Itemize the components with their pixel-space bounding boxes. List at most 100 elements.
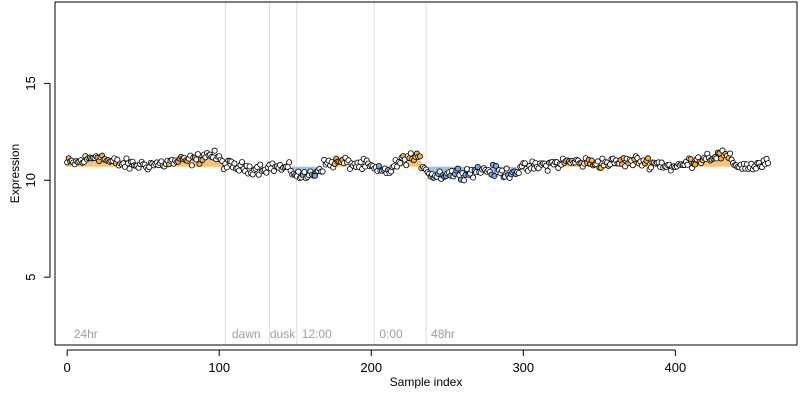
low-band-segment bbox=[441, 166, 444, 175]
data-point bbox=[397, 160, 404, 167]
y-tick-label: 5 bbox=[23, 274, 38, 281]
high-band-segment bbox=[216, 158, 219, 167]
low-band-segment bbox=[444, 166, 447, 174]
high-band-segment bbox=[634, 161, 637, 167]
data-point bbox=[239, 159, 246, 166]
data-point bbox=[727, 150, 734, 157]
high-band-segment bbox=[406, 157, 409, 167]
data-point bbox=[301, 169, 308, 176]
x-tick-label: 100 bbox=[208, 360, 230, 375]
data-point bbox=[491, 172, 498, 179]
low-band-segment bbox=[514, 166, 517, 171]
x-tick-label: 0 bbox=[64, 360, 71, 375]
high-band-segment bbox=[92, 157, 95, 167]
high-band-segment bbox=[648, 162, 651, 167]
data-point bbox=[454, 165, 461, 172]
data-point bbox=[644, 155, 651, 162]
high-band-segment bbox=[717, 155, 719, 167]
data-point bbox=[629, 162, 636, 169]
data-point bbox=[594, 158, 601, 165]
high-band-segment bbox=[89, 158, 91, 167]
high-band-segment bbox=[93, 156, 96, 167]
data-point bbox=[521, 160, 528, 167]
low-band-segment bbox=[490, 166, 493, 171]
low-band-segment bbox=[492, 166, 494, 172]
high-band-segment bbox=[212, 156, 215, 167]
low-band-segment bbox=[508, 166, 511, 173]
high-band-segment bbox=[207, 154, 210, 167]
x-tick-label: 300 bbox=[512, 360, 534, 375]
y-axis-title: Expression bbox=[8, 144, 22, 203]
data-point bbox=[765, 160, 772, 167]
data-point bbox=[515, 170, 522, 177]
time-annotation: 24hr bbox=[74, 327, 98, 341]
high-band-segment bbox=[689, 161, 692, 167]
data-point bbox=[286, 159, 293, 166]
low-band-segment bbox=[431, 166, 434, 176]
high-band-segment bbox=[204, 154, 207, 167]
high-band-segment bbox=[183, 160, 186, 167]
high-band-segment bbox=[726, 157, 729, 167]
time-annotation: 12:00 bbox=[302, 327, 332, 341]
low-band-segment bbox=[493, 166, 496, 172]
x-tick-label: 400 bbox=[665, 360, 687, 375]
high-band-segment bbox=[111, 162, 114, 167]
data-point bbox=[416, 153, 423, 160]
low-band-segment bbox=[312, 166, 315, 174]
data-point bbox=[126, 165, 133, 172]
high-band-segment bbox=[181, 160, 184, 167]
high-band-segment bbox=[723, 155, 726, 167]
high-band-segment bbox=[727, 158, 730, 167]
data-point bbox=[223, 164, 230, 171]
data-point bbox=[492, 162, 499, 169]
high-band-segment bbox=[209, 155, 212, 167]
low-band-segment bbox=[292, 166, 295, 173]
high-band-segment bbox=[599, 162, 602, 167]
low-band-segment bbox=[432, 166, 435, 176]
data-point bbox=[211, 147, 218, 154]
high-band-segment bbox=[187, 160, 190, 167]
high-band-segment bbox=[724, 156, 727, 167]
high-band-segment bbox=[402, 160, 405, 167]
high-band-segment bbox=[90, 157, 93, 167]
high-band-segment bbox=[218, 159, 221, 167]
data-point bbox=[407, 150, 414, 157]
low-band-segment bbox=[294, 166, 297, 174]
high-band-segment bbox=[102, 158, 105, 167]
data-point bbox=[123, 155, 130, 162]
high-band-segment bbox=[110, 162, 113, 167]
low-band-segment bbox=[443, 166, 446, 174]
low-band-segment bbox=[300, 166, 303, 177]
time-annotation: 0:00 bbox=[379, 327, 403, 341]
high-band-segment bbox=[566, 162, 569, 167]
high-band-segment bbox=[219, 160, 222, 167]
y-tick-label: 10 bbox=[23, 173, 38, 187]
high-band-segment bbox=[210, 155, 213, 167]
high-band-segment bbox=[718, 155, 721, 167]
x-axis: 0 100 200 300 400 bbox=[64, 349, 687, 375]
y-tick-label: 15 bbox=[23, 76, 38, 90]
high-band-segment bbox=[713, 156, 716, 167]
data-point bbox=[231, 160, 238, 167]
time-annotation: dusk bbox=[270, 327, 296, 341]
data-point bbox=[503, 165, 510, 172]
data-point bbox=[470, 174, 477, 181]
high-band-segment bbox=[729, 159, 732, 167]
time-annotation: dawn bbox=[232, 327, 261, 341]
data-point bbox=[684, 161, 691, 168]
high-band-segment bbox=[414, 159, 417, 167]
high-band-segment bbox=[193, 160, 196, 167]
data-point bbox=[263, 169, 270, 176]
annotations: 24hr dawn dusk 12:00 0:00 48hr bbox=[74, 327, 455, 341]
low-band-segment bbox=[428, 166, 431, 172]
low-band-segment bbox=[495, 166, 497, 172]
data-point bbox=[114, 156, 121, 163]
low-band-segment bbox=[461, 166, 464, 173]
high-band-segment bbox=[206, 154, 209, 167]
data-point bbox=[295, 168, 302, 175]
low-band-segment bbox=[510, 166, 513, 172]
low-band-segment bbox=[306, 166, 309, 176]
high-band-segment bbox=[415, 159, 418, 167]
low-band-segment bbox=[435, 166, 438, 175]
